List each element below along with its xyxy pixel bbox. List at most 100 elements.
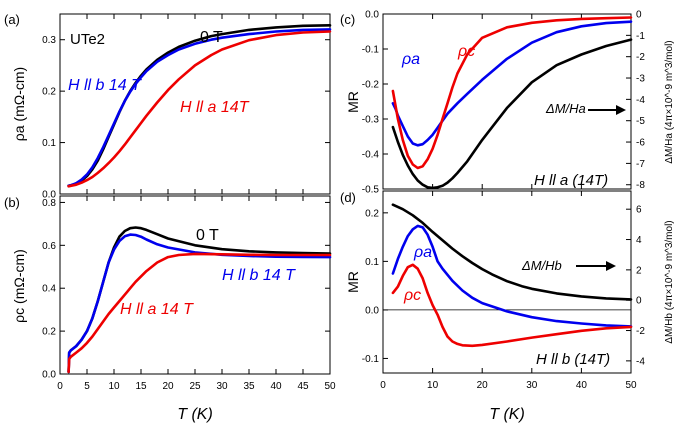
x-tick-label: 25 — [189, 381, 201, 392]
panel-label-b: (b) — [4, 195, 20, 210]
arrow-head-d — [606, 261, 616, 271]
annotation-dM-c: ΔM/Ha — [545, 101, 586, 116]
y2-tick-label: 4 — [636, 235, 642, 246]
x-tick-label: 0 — [57, 381, 63, 392]
chart-title-a: UTe2 — [70, 31, 105, 48]
panel-b: (b) ρc (mΩ-cm) 0 5 10 15 20 25 30 35 40 45 50 0.0 0.… — [4, 195, 336, 392]
annotation-field-d: H ll b (14T) — [536, 351, 610, 368]
y2-tick-label: 2 — [636, 265, 642, 276]
tick-group-c: 0.0 -0.1 -0.2 -0.3 -0.4 -0.5 0 -1 -2 -3 -4 -5 -6 -7 -8 — [362, 10, 646, 196]
y-tick-label: 0.1 — [365, 257, 379, 268]
y2-tick-label: 6 — [636, 205, 642, 216]
x-tick-label: 50 — [625, 380, 637, 391]
x-tick-label: 10 — [108, 381, 120, 392]
y-axis-label-d: MR — [345, 271, 361, 293]
plot-frame-d — [382, 190, 632, 374]
y-tick-label: 0.2 — [42, 327, 56, 338]
annotation-Ha-a: H ll a 14T — [180, 99, 250, 116]
plot-frame-c — [382, 13, 632, 190]
series-line-b-0-T — [67, 226, 332, 374]
annotation-field-c: H ll a (14T) — [534, 172, 608, 189]
series-group-c — [391, 16, 633, 190]
y-tick-label: 0.4 — [42, 284, 56, 295]
y-tick-label: 0.2 — [42, 87, 56, 98]
plot-frame-b — [59, 195, 331, 375]
y-tick-label: 0.0 — [365, 10, 379, 21]
y2-tick-label: -5 — [636, 116, 645, 127]
y2-tick-label: -2 — [636, 52, 645, 63]
x-tick-label: 30 — [526, 380, 538, 391]
series-line-a-H-ll-b-14-T — [67, 28, 332, 188]
annotation-Hb-b: H ll b 14 T — [222, 267, 296, 284]
x-tick-label: 15 — [135, 381, 147, 392]
annotation-rho-c-d: ρc — [403, 287, 421, 304]
x-tick-label: 45 — [297, 381, 309, 392]
title-base: UTe2 — [70, 31, 105, 48]
x-tick-label: 30 — [216, 381, 228, 392]
y-tick-label: 0.2 — [365, 208, 379, 219]
x-axis-label-right: T (K) — [489, 406, 525, 423]
y2-tick-label: -7 — [636, 159, 645, 170]
series-line-d--a — [391, 224, 633, 328]
panel-d: (d) MR ΔM/Hb (4π×10^-9 m^3/mol) 0 10 20 30 4… — [340, 190, 675, 391]
series-line-c--M-Ha — [391, 38, 633, 190]
panel-c: (c) MR ΔM/Ha (4π×10^-9 m^3/mol) 0.0 -0.1 -… — [340, 10, 675, 196]
series-line-c--a — [391, 20, 633, 147]
y-tick-label: -0.1 — [362, 354, 380, 365]
y2-tick-label: -4 — [636, 95, 645, 106]
x-tick-label: 20 — [477, 380, 489, 391]
y2-tick-label: 0 — [636, 10, 642, 21]
x-tick-label: 10 — [427, 380, 439, 391]
y-tick-label: 0.0 — [365, 305, 379, 316]
x-tick-label: 35 — [243, 381, 255, 392]
y2-tick-label: -2 — [636, 326, 645, 337]
series-line-d--M-Hb — [391, 203, 633, 301]
y-axis-label-b: ρc (mΩ-cm) — [11, 249, 27, 323]
annotation-Ha-b: H ll a 14 T — [120, 301, 194, 318]
y-tick-label: -0.4 — [362, 150, 380, 161]
y2-axis-label-d: ΔM/Hb (4π×10^-9 m^3/mol) — [664, 220, 675, 343]
series-group-b — [67, 226, 332, 374]
series-line-a-H-ll-a-14T — [67, 30, 332, 188]
arrow-head-c — [616, 105, 626, 115]
y2-tick-label: 0 — [636, 296, 642, 307]
tick-group-a: 0.0 0.1 0.2 0.3 — [42, 14, 331, 201]
x-tick-label: 5 — [84, 381, 90, 392]
annotation-0T-b: 0 T — [196, 227, 219, 244]
y-tick-label: 0.6 — [42, 241, 56, 252]
panel-a: (a) UTe2 ρa (mΩ-cm) 0.0 0.1 0.2 0.3 0 T H l… — [4, 12, 332, 201]
x-axis-label-left: T (K) — [177, 406, 213, 423]
x-tick-label: 20 — [162, 381, 174, 392]
y-axis-label-c: MR — [345, 91, 361, 113]
annotation-rho-a-d: ρa — [413, 244, 432, 261]
tick-group-b: 0 5 10 15 20 25 30 35 40 45 50 0.0 0.2 0.4 0.6 0.8 — [42, 196, 336, 392]
y-axis-label-a: ρa (mΩ-cm) — [11, 67, 27, 141]
y-tick-label: 0.0 — [42, 370, 56, 381]
series-group-d — [391, 203, 633, 348]
series-line-b-H-ll-a-14-T — [67, 252, 332, 374]
y-tick-label: 0.1 — [42, 138, 56, 149]
y2-axis-label-c: ΔM/Ha (4π×10^-9 m^3/mol) — [664, 40, 675, 163]
annotation-0T-a: 0 T — [200, 29, 223, 46]
y-tick-label: -0.1 — [362, 45, 380, 56]
x-tick-label: 50 — [324, 381, 336, 392]
panel-label-d: (d) — [340, 190, 356, 205]
series-line-c--c — [391, 16, 633, 170]
y2-tick-label: -1 — [636, 31, 645, 42]
annotation-rho-a-c: ρa — [401, 51, 420, 68]
y2-tick-label: -3 — [636, 74, 645, 85]
annotation-Hb-a: H ll b 14 T — [68, 77, 142, 94]
x-tick-label: 40 — [270, 381, 282, 392]
series-group-a — [67, 23, 332, 188]
panel-label-c: (c) — [340, 12, 355, 27]
x-tick-label: 40 — [576, 380, 588, 391]
y-tick-label: -0.3 — [362, 115, 380, 126]
y-tick-label: 0.3 — [42, 35, 56, 46]
panel-label-a: (a) — [4, 12, 20, 27]
x-tick-label: 0 — [380, 380, 386, 391]
y2-tick-label: -6 — [636, 138, 645, 149]
annotation-dM-d: ΔM/Hb — [521, 258, 562, 273]
annotation-rho-c-c: ρc — [457, 43, 475, 60]
